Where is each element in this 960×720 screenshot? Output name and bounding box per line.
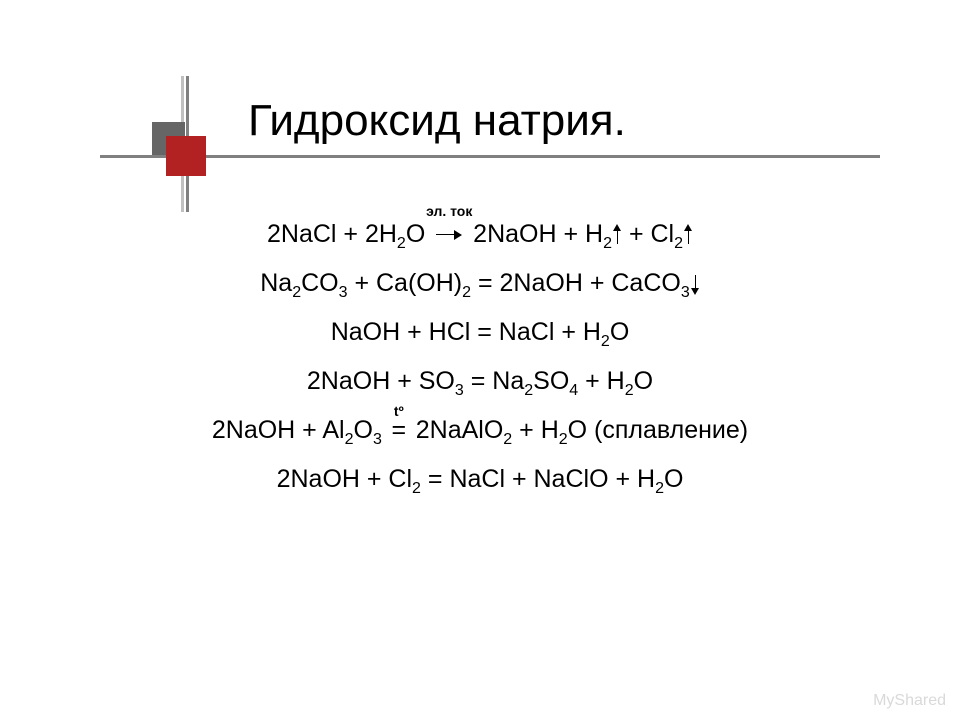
eq5-b: O: [353, 416, 372, 444]
eq5-condition-label: tº: [394, 404, 404, 418]
eq4-sub-so4: 4: [569, 382, 578, 399]
eq4-a: 2NaOH + SO: [307, 367, 455, 395]
eq5-d: + H: [512, 416, 559, 444]
eq1-lhs-a: 2NaCl + 2H: [267, 220, 397, 248]
eq1-arrow-box: эл. ток: [432, 222, 466, 247]
equation-2: Na2CO3 + Ca(OH)2 = 2NaOH + CaCO3: [0, 271, 960, 296]
gas-arrow-up-icon: [614, 226, 622, 244]
precipitate-arrow-down-icon: [692, 275, 700, 293]
horizontal-rule: [100, 155, 880, 158]
equation-4: 2NaOH + SO3 = Na2SO4 + H2O: [0, 369, 960, 394]
eq2-a: Na: [260, 269, 292, 297]
eq1-sub-h2o: 2: [397, 235, 406, 252]
eq1-lhs-b: O: [406, 220, 425, 248]
eq5-heat-box: tº =: [389, 418, 409, 443]
eq2-b: CO: [301, 269, 339, 297]
equation-1: 2NaCl + 2H2O эл. ток 2NaOH + H2 + Cl2: [0, 222, 960, 247]
equation-3: NaOH + HCl = NaCl + H2O: [0, 320, 960, 345]
eq2-c: + Ca(OH): [348, 269, 463, 297]
eq6-sub-cl2: 2: [412, 480, 421, 497]
eq6-a: 2NaOH + Cl: [277, 465, 412, 493]
vertical-rule: [186, 76, 189, 212]
eq5-sub-al2: 2: [345, 431, 354, 448]
eq6-sub-h2o: 2: [655, 480, 664, 497]
eq1-rhs-a: 2NaOH + H: [473, 220, 603, 248]
eq5-sub-alo2: 2: [503, 431, 512, 448]
slide-title: Гидроксид натрия.: [248, 96, 626, 146]
eq2-sub-caco3: 3: [681, 284, 690, 301]
equations-block: 2NaCl + 2H2O эл. ток 2NaOH + H2 + Cl2 Na…: [0, 222, 960, 516]
eq5-sub-o3: 3: [373, 431, 382, 448]
eq1-sub-h2: 2: [603, 235, 612, 252]
eq6-c: O: [664, 465, 683, 493]
eq3-a: NaOH + HCl = NaCl + H: [331, 318, 601, 346]
gas-arrow-up-icon: [685, 226, 693, 244]
eq1-sub-cl2: 2: [674, 235, 683, 252]
eq4-d: + H: [578, 367, 625, 395]
eq4-e: O: [634, 367, 653, 395]
equation-6: 2NaOH + Cl2 = NaCl + NaClO + H2O: [0, 467, 960, 492]
eq5-e: O (сплавление): [568, 416, 748, 444]
eq5-sub-h2o: 2: [559, 431, 568, 448]
eq5-a: 2NaOH + Al: [212, 416, 345, 444]
eq2-sub-oh2: 2: [462, 284, 471, 301]
slide: Гидроксид натрия. 2NaCl + 2H2O эл. ток 2…: [0, 0, 960, 720]
eq1-rhs-b: + Cl: [622, 220, 674, 248]
eq3-b: O: [610, 318, 629, 346]
eq2-sub-co3: 3: [339, 284, 348, 301]
equation-5: 2NaOH + Al2O3 tº = 2NaAlO2 + H2O (сплавл…: [0, 418, 960, 443]
eq5-equals: =: [391, 416, 406, 444]
eq3-sub-h2o: 2: [601, 333, 610, 350]
eq4-sub-na2: 2: [524, 382, 533, 399]
reaction-arrow-icon: [436, 230, 462, 240]
eq4-c: SO: [533, 367, 569, 395]
eq4-b: = Na: [464, 367, 524, 395]
accent-square: [166, 136, 206, 176]
eq4-sub-so3: 3: [455, 382, 464, 399]
vertical-rule-shadow: [181, 76, 184, 212]
accent-square-shadow: [152, 122, 185, 155]
eq4-sub-h2o: 2: [625, 382, 634, 399]
eq6-b: = NaCl + NaClO + H: [421, 465, 655, 493]
eq2-d: = 2NaOH + CaCO: [471, 269, 681, 297]
eq2-sub-na2: 2: [292, 284, 301, 301]
eq1-condition-label: эл. ток: [426, 204, 472, 218]
watermark: MyShared: [873, 692, 946, 710]
eq5-c: 2NaAlO: [416, 416, 504, 444]
